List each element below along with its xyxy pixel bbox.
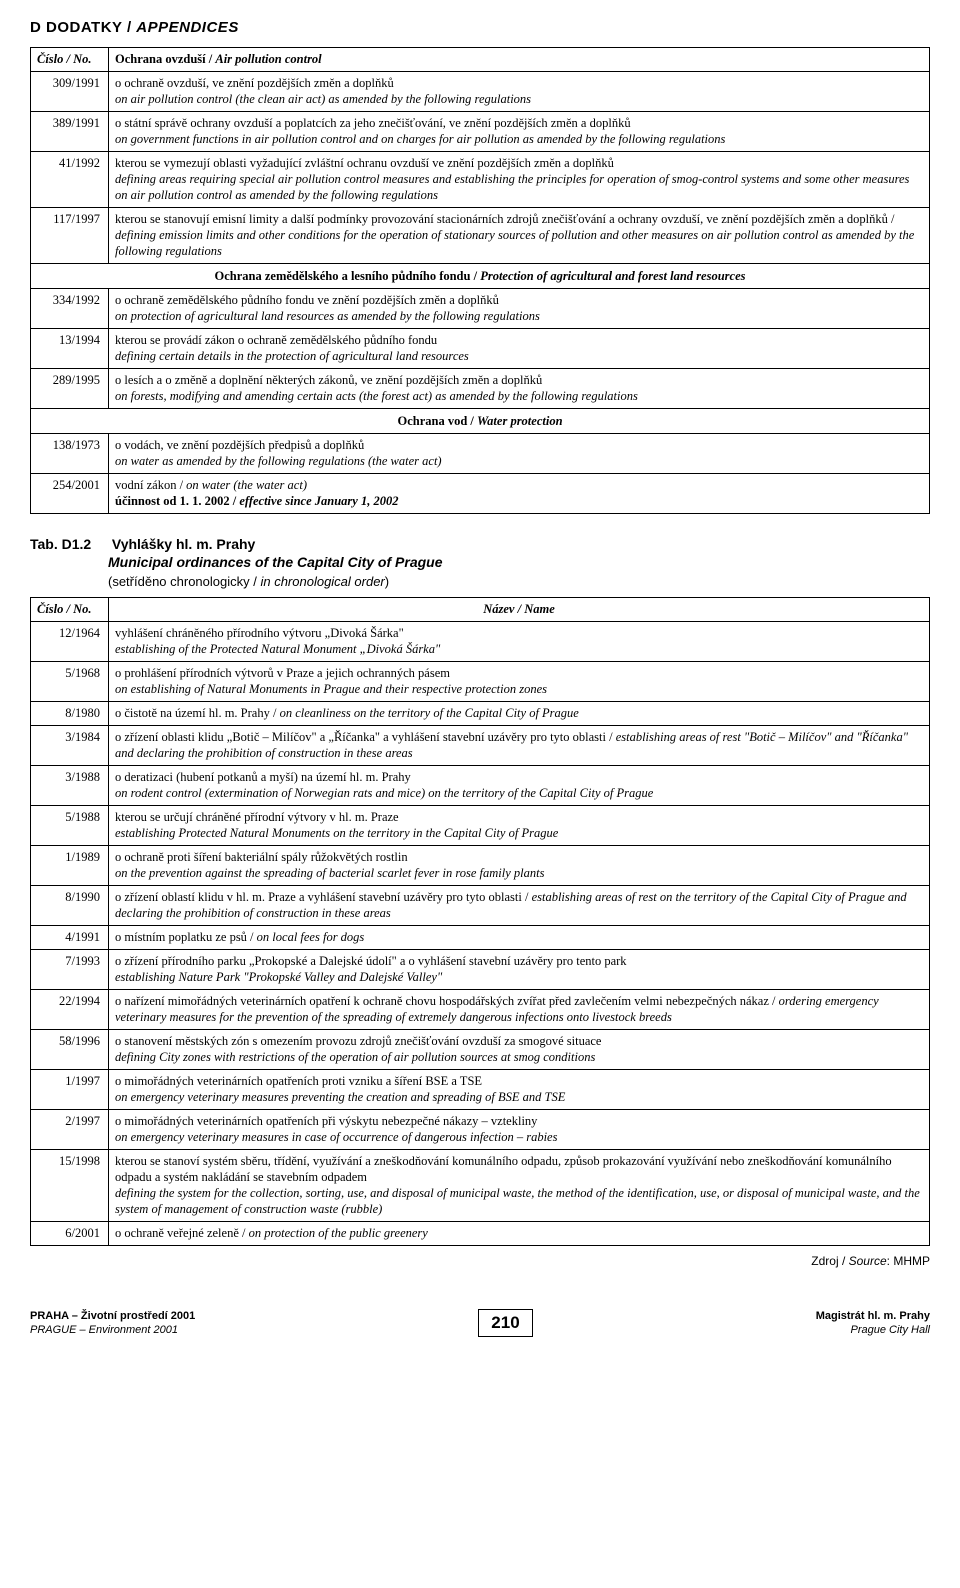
row-content: kterou se provádí zákon o ochraně zemědě… <box>109 329 930 369</box>
col-number: Číslo / No. <box>31 597 109 621</box>
header-en: APPENDICES <box>136 19 239 36</box>
page-footer: PRAHA – Životní prostředí 2001 PRAGUE – … <box>30 1309 930 1337</box>
row-content: o vodách, ve znění pozdějších předpisů a… <box>109 434 930 474</box>
tab-title-cs: Vyhlášky hl. m. Prahy <box>112 536 255 552</box>
row-number: 3/1984 <box>31 725 109 765</box>
row-number: 4/1991 <box>31 925 109 949</box>
row-number: 1/1997 <box>31 1069 109 1109</box>
tab-subtitle: (setříděno chronologicky / in chronologi… <box>108 574 930 591</box>
row-content: o čistotě na území hl. m. Prahy / on cle… <box>109 701 930 725</box>
row-number: 1/1989 <box>31 845 109 885</box>
section-air: Ochrana ovzduší / Air pollution control <box>109 48 930 72</box>
row-number: 254/2001 <box>31 474 109 514</box>
row-content: o deratizaci (hubení potkanů a myší) na … <box>109 765 930 805</box>
header-cs: D DODATKY <box>30 19 122 36</box>
tab-label: Tab. D1.2 <box>30 536 108 554</box>
row-number: 5/1968 <box>31 661 109 701</box>
row-content: o místním poplatku ze psů / on local fee… <box>109 925 930 949</box>
row-number: 117/1997 <box>31 208 109 264</box>
table-appendices-1: Číslo / No. Ochrana ovzduší / Air pollut… <box>30 47 930 514</box>
row-number: 289/1995 <box>31 369 109 409</box>
row-content: o prohlášení přírodních výtvorů v Praze … <box>109 661 930 701</box>
section-header: Ochrana zemědělského a lesního půdního f… <box>31 264 930 289</box>
row-number: 13/1994 <box>31 329 109 369</box>
row-number: 6/2001 <box>31 1221 109 1245</box>
row-number: 12/1964 <box>31 621 109 661</box>
header-sep: / <box>127 19 136 36</box>
footer-right: Magistrát hl. m. Prahy Prague City Hall <box>816 1309 930 1337</box>
row-content: o zřízení oblastí klidu v hl. m. Praze a… <box>109 885 930 925</box>
row-number: 15/1998 <box>31 1149 109 1221</box>
row-number: 41/1992 <box>31 152 109 208</box>
row-content: vodní zákon / on water (the water act)úč… <box>109 474 930 514</box>
row-number: 58/1996 <box>31 1029 109 1069</box>
table-ordinances: Číslo / No. Název / Name 12/1964vyhlášen… <box>30 597 930 1246</box>
row-content: kterou se určují chráněné přírodní výtvo… <box>109 805 930 845</box>
row-content: o stanovení městských zón s omezením pro… <box>109 1029 930 1069</box>
row-content: o ochraně proti šíření bakteriální spály… <box>109 845 930 885</box>
row-content: kterou se stanoví systém sběru, třídění,… <box>109 1149 930 1221</box>
row-number: 334/1992 <box>31 289 109 329</box>
row-number: 138/1973 <box>31 434 109 474</box>
row-content: kterou se vymezují oblasti vyžadující zv… <box>109 152 930 208</box>
row-number: 5/1988 <box>31 805 109 845</box>
row-content: o zřízení přírodního parku „Prokopské a … <box>109 949 930 989</box>
page-header: D DODATKY / APPENDICES <box>30 18 930 37</box>
row-content: o státní správě ochrany ovzduší a poplat… <box>109 112 930 152</box>
row-number: 8/1980 <box>31 701 109 725</box>
tab-title-d1-2: Tab. D1.2 Vyhlášky hl. m. Prahy Municipa… <box>30 536 930 590</box>
row-number: 389/1991 <box>31 112 109 152</box>
row-content: o ochraně veřejné zeleně / on protection… <box>109 1221 930 1245</box>
col-name: Název / Name <box>109 597 930 621</box>
section-header: Ochrana vod / Water protection <box>31 409 930 434</box>
row-content: o nařízení mimořádných veterinárních opa… <box>109 989 930 1029</box>
page-number: 210 <box>478 1309 532 1337</box>
row-number: 2/1997 <box>31 1109 109 1149</box>
row-content: o mimořádných veterinárních opatřeních p… <box>109 1109 930 1149</box>
row-content: o mimořádných veterinárních opatřeních p… <box>109 1069 930 1109</box>
col-number: Číslo / No. <box>31 48 109 72</box>
footer-left: PRAHA – Životní prostředí 2001 PRAGUE – … <box>30 1309 195 1337</box>
row-content: vyhlášení chráněného přírodního výtvoru … <box>109 621 930 661</box>
row-number: 22/1994 <box>31 989 109 1029</box>
row-number: 7/1993 <box>31 949 109 989</box>
source-line: Zdroj / Source: MHMP <box>30 1254 930 1269</box>
row-number: 309/1991 <box>31 72 109 112</box>
row-content: kterou se stanovují emisní limity a dalš… <box>109 208 930 264</box>
row-number: 8/1990 <box>31 885 109 925</box>
row-content: o lesích a o změně a doplnění některých … <box>109 369 930 409</box>
row-content: o ochraně zemědělského půdního fondu ve … <box>109 289 930 329</box>
tab-title-en: Municipal ordinances of the Capital City… <box>108 554 930 572</box>
row-content: o ochraně ovzduší, ve znění pozdějších z… <box>109 72 930 112</box>
row-content: o zřízení oblasti klidu „Botič – Milíčov… <box>109 725 930 765</box>
row-number: 3/1988 <box>31 765 109 805</box>
